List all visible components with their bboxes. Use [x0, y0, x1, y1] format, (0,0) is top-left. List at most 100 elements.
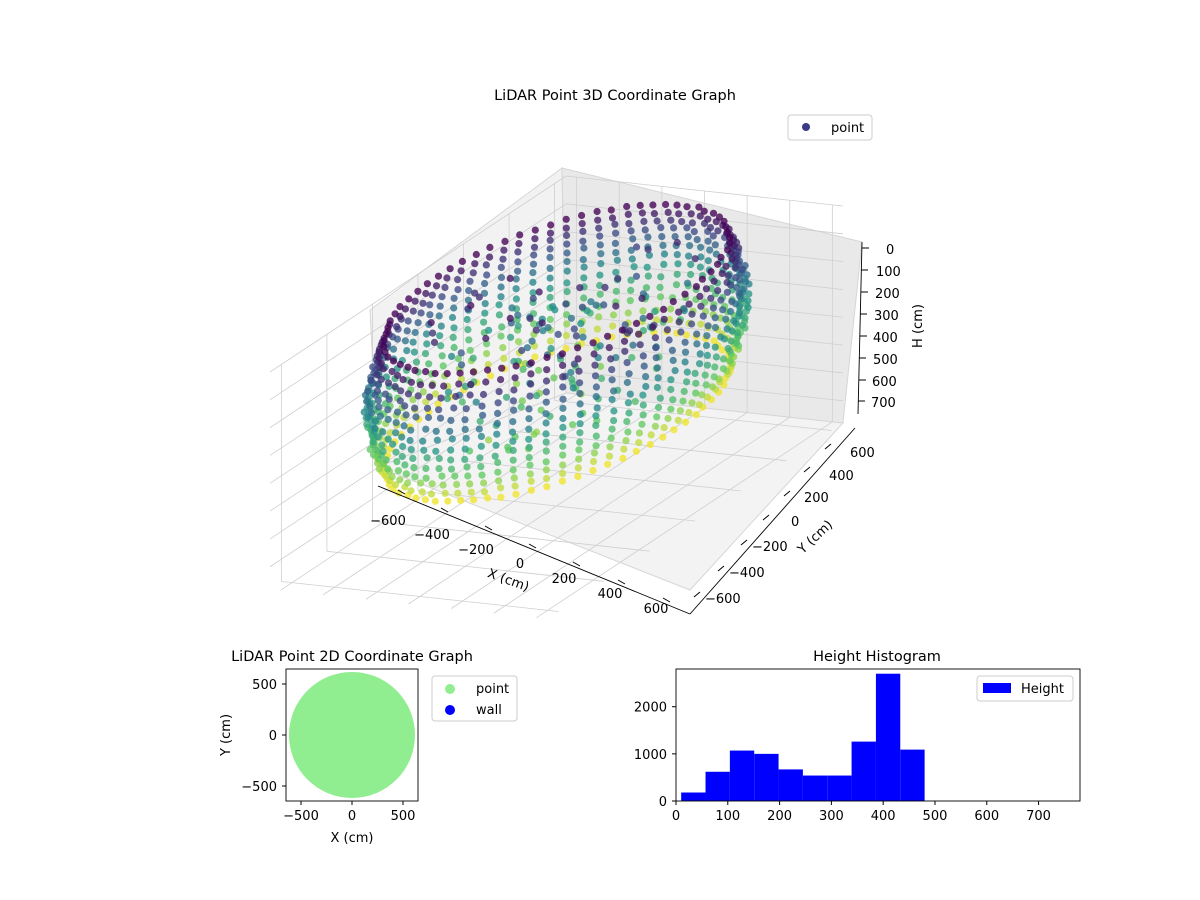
point: [423, 454, 431, 462]
point: [542, 410, 550, 418]
point: [404, 479, 412, 487]
point: [436, 332, 444, 340]
point: [379, 365, 387, 373]
point: [411, 473, 419, 481]
point: [593, 325, 602, 333]
point: [665, 336, 673, 344]
point: [452, 392, 460, 401]
point: [479, 411, 487, 419]
point: [508, 304, 516, 312]
point: [411, 404, 419, 412]
point: [392, 448, 400, 456]
point: [450, 304, 458, 312]
point: [645, 251, 654, 259]
histogram: Height Histogram 0 100 200 300 400 500 600 7000…: [634, 649, 1081, 824]
point: [630, 263, 638, 271]
point: [608, 214, 617, 222]
point: [437, 342, 445, 350]
point: [660, 260, 668, 268]
point: [627, 276, 635, 284]
point: [487, 372, 495, 380]
point: [435, 312, 443, 320]
point: [559, 414, 567, 423]
point: [497, 273, 506, 282]
point: [414, 287, 422, 295]
point: [559, 461, 567, 469]
point: [690, 228, 698, 236]
point: [371, 424, 379, 432]
point: [447, 416, 455, 424]
point: [514, 248, 522, 256]
point: [665, 316, 674, 324]
point: [402, 470, 410, 478]
point: [578, 220, 586, 228]
point: [576, 420, 584, 428]
point: [601, 283, 609, 291]
point: [457, 267, 465, 275]
point: [431, 497, 439, 505]
point: [486, 253, 494, 261]
point: [454, 286, 462, 294]
point: [527, 370, 535, 378]
point: [642, 373, 650, 381]
point: [667, 376, 675, 384]
point: [608, 425, 616, 433]
point: [559, 383, 567, 391]
point: [417, 309, 425, 317]
histogram-bar: [802, 775, 828, 801]
point: [662, 200, 670, 209]
point: [554, 330, 562, 338]
point: [467, 488, 475, 496]
point: [426, 301, 434, 309]
point: [604, 460, 612, 468]
grid-line: [565, 231, 844, 263]
point: [563, 231, 571, 240]
point: [656, 394, 664, 402]
y-axis-label: Y (cm): [219, 714, 234, 757]
point: [396, 303, 404, 311]
point: [450, 324, 458, 332]
point: [546, 229, 555, 237]
point: [663, 326, 672, 334]
point: [531, 226, 539, 234]
point: [392, 481, 400, 489]
point: [525, 405, 533, 413]
point: [389, 440, 397, 448]
point: [646, 312, 654, 320]
point: [675, 308, 683, 316]
point: [659, 433, 667, 441]
point: [410, 348, 418, 356]
point: [683, 279, 692, 287]
point: [703, 361, 712, 369]
point: [466, 480, 474, 488]
point: [461, 455, 469, 463]
point: [476, 454, 484, 462]
point: [394, 467, 402, 475]
point: [558, 350, 567, 358]
point: [532, 326, 540, 334]
x-axis-label: X (cm): [331, 831, 374, 846]
point: [719, 306, 727, 314]
point: [441, 283, 449, 292]
point: [432, 427, 440, 435]
point: [688, 320, 696, 328]
point: [454, 355, 462, 363]
point: [609, 311, 618, 319]
point: [641, 226, 649, 234]
point: [651, 334, 660, 342]
point: [428, 381, 436, 389]
point: [494, 409, 502, 417]
y-tick-mark: [762, 514, 770, 521]
point: [515, 240, 523, 248]
point: [735, 309, 744, 317]
point: [401, 337, 409, 345]
grid-line: [269, 175, 567, 373]
x-tick-mark: [528, 543, 537, 549]
point: [407, 487, 415, 495]
point: [449, 333, 457, 341]
point: [491, 452, 499, 460]
point: [481, 300, 489, 308]
point: [704, 322, 712, 330]
point: [512, 362, 520, 370]
point: [412, 494, 420, 502]
